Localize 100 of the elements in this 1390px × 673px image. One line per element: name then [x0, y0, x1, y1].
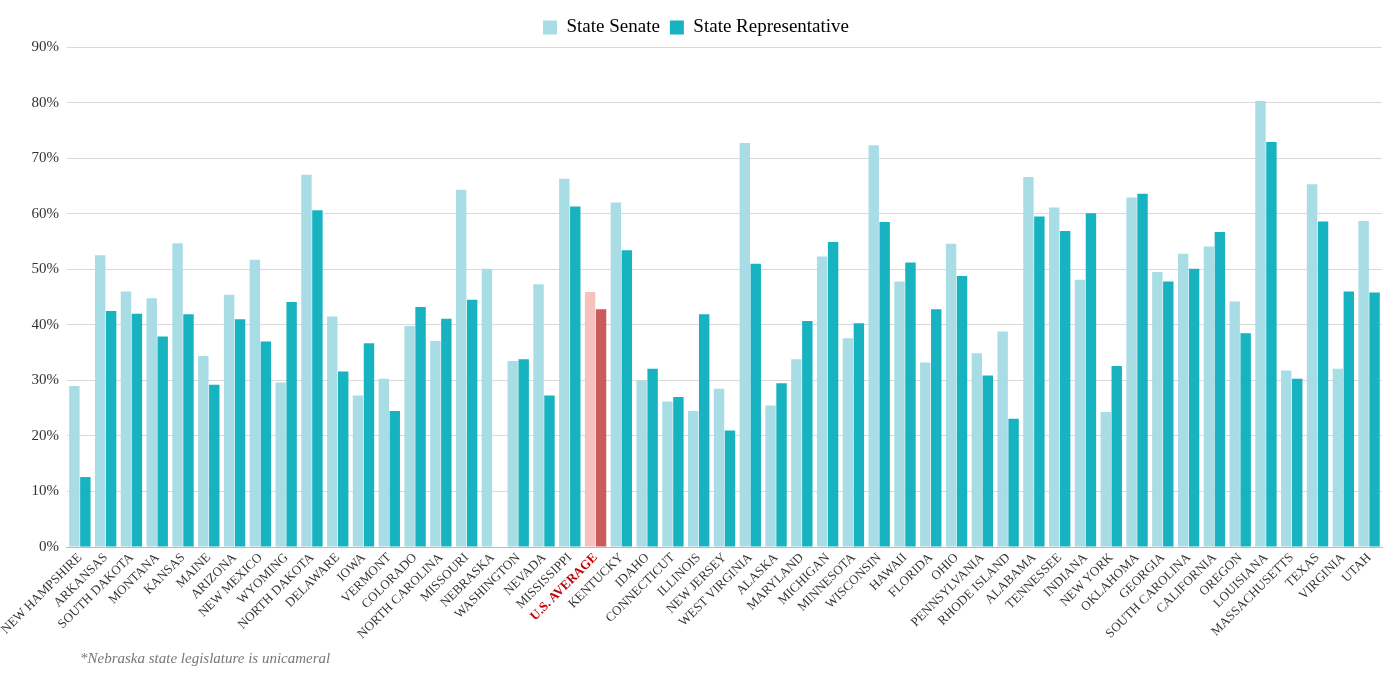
bar	[610, 202, 622, 547]
bar	[1049, 207, 1060, 547]
bar	[673, 397, 684, 547]
y-tick-label: 70%	[31, 149, 59, 166]
bar	[1137, 193, 1148, 547]
bar	[698, 314, 710, 547]
bar	[765, 405, 776, 547]
y-tick-label: 40%	[31, 315, 59, 332]
bar	[1085, 213, 1097, 547]
bar	[183, 314, 194, 547]
bar	[146, 298, 157, 547]
text: *Nebraska state legislature is unicameral	[80, 650, 331, 667]
y-tick-label: 90%	[31, 37, 59, 54]
bar	[1034, 216, 1045, 547]
bar	[69, 385, 80, 547]
bar	[301, 174, 312, 547]
bar	[776, 383, 787, 547]
bar	[1126, 197, 1137, 547]
bar	[724, 430, 736, 547]
bar	[570, 206, 581, 547]
bar	[455, 189, 467, 547]
bar	[868, 145, 879, 547]
bar	[275, 382, 286, 547]
bar	[466, 299, 478, 547]
bar	[713, 388, 725, 547]
bar	[260, 341, 272, 547]
bar	[595, 309, 607, 547]
y-tick-label: 20%	[31, 426, 59, 443]
bar	[584, 292, 596, 547]
bar	[920, 362, 931, 547]
bar	[971, 353, 983, 547]
bar	[997, 331, 1008, 547]
bar	[636, 380, 647, 547]
bar	[1343, 291, 1355, 547]
bar	[1100, 412, 1111, 547]
bar	[430, 340, 441, 547]
bar	[816, 256, 828, 547]
bar	[1111, 365, 1122, 547]
bar	[249, 259, 261, 547]
bar	[1203, 246, 1215, 547]
bar	[415, 307, 426, 547]
bar	[1177, 253, 1189, 547]
bar	[518, 359, 529, 547]
bar	[688, 410, 699, 547]
bar	[544, 395, 555, 547]
bar	[1163, 281, 1174, 547]
bar	[172, 243, 183, 547]
bar	[105, 310, 117, 547]
bar	[312, 210, 323, 547]
bar	[1059, 230, 1071, 547]
y-tick-label: 50%	[31, 260, 59, 277]
bar	[662, 401, 673, 547]
bar	[894, 281, 905, 547]
legend-label: State Senate	[566, 15, 660, 37]
legend-label: State Representative	[693, 15, 850, 37]
y-tick-label: 60%	[31, 204, 59, 221]
bar	[1292, 378, 1303, 547]
bar	[1306, 184, 1318, 547]
bar	[1281, 370, 1292, 547]
bar	[931, 309, 942, 547]
y-tick-label: 30%	[31, 371, 59, 388]
bar	[982, 375, 994, 547]
bar	[507, 360, 518, 547]
bar	[1255, 100, 1266, 547]
bar	[647, 368, 658, 547]
bar	[234, 319, 246, 547]
bar	[481, 268, 493, 547]
y-tick-label: 80%	[31, 93, 59, 110]
bar	[879, 222, 890, 547]
bar	[1229, 301, 1240, 547]
bar	[791, 359, 802, 547]
bar	[1008, 418, 1019, 547]
y-tick-label: 0%	[38, 538, 59, 555]
bar	[956, 275, 968, 547]
bar	[1266, 142, 1277, 547]
bar	[80, 477, 91, 547]
bar	[120, 291, 132, 547]
bar	[1074, 279, 1086, 547]
bar	[352, 395, 364, 547]
bar	[209, 384, 220, 547]
bar	[223, 294, 235, 547]
bar	[842, 338, 854, 547]
bar	[1152, 272, 1163, 547]
bar	[559, 178, 570, 547]
bar	[131, 313, 143, 547]
bar	[363, 343, 375, 547]
bar	[853, 323, 865, 547]
bar	[1317, 221, 1329, 547]
y-tick-label: 10%	[31, 482, 59, 499]
bar	[327, 316, 338, 547]
bar	[94, 255, 106, 547]
bar	[1369, 292, 1380, 547]
bar	[1214, 232, 1226, 547]
bar	[198, 355, 209, 547]
bar	[286, 302, 297, 547]
bar	[441, 318, 452, 547]
bar	[337, 371, 349, 547]
bar	[945, 243, 957, 547]
bar	[1240, 333, 1251, 547]
bar	[378, 378, 390, 547]
